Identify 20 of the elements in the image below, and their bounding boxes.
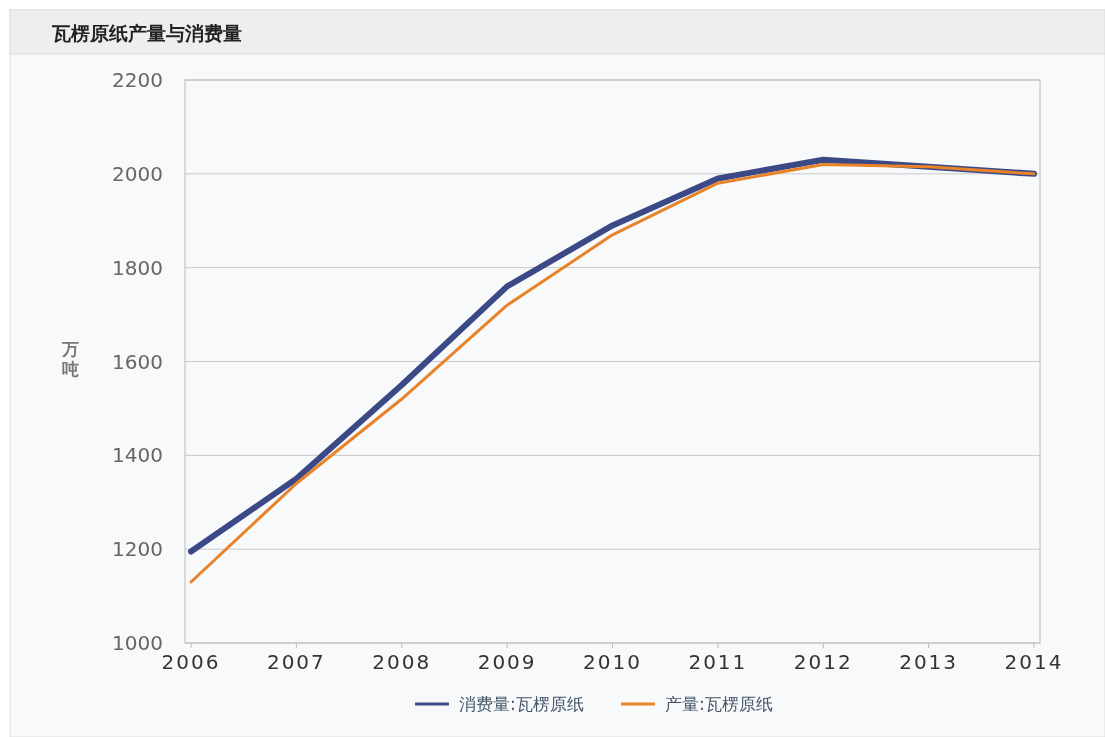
x-tick-label: 2008 bbox=[372, 650, 432, 674]
x-tick-label: 2007 bbox=[266, 650, 326, 674]
y-tick-label: 2000 bbox=[112, 161, 163, 186]
legend-label: 消费量:瓦楞原纸 bbox=[459, 694, 584, 714]
y-tick-label: 1600 bbox=[112, 349, 163, 374]
y-tick-label: 2200 bbox=[112, 68, 163, 92]
x-tick-label: 2014 bbox=[1004, 650, 1064, 674]
x-tick-label: 2011 bbox=[688, 650, 748, 674]
y-tick-label: 1800 bbox=[112, 255, 163, 280]
legend-label: 产量:瓦楞原纸 bbox=[665, 694, 773, 714]
x-tick-label: 2006 bbox=[161, 650, 221, 674]
x-tick-label: 2012 bbox=[793, 650, 853, 674]
y-axis-title: 万吨 bbox=[60, 339, 79, 379]
x-tick-label: 2010 bbox=[583, 650, 642, 674]
x-tick-label: 2013 bbox=[899, 650, 959, 674]
chart-title: 瓦楞原纸产量与消费量 bbox=[51, 22, 242, 44]
y-tick-label: 1400 bbox=[112, 443, 163, 468]
y-tick-label: 1000 bbox=[112, 631, 163, 655]
x-tick-label: 2009 bbox=[477, 650, 537, 674]
y-tick-label: 1200 bbox=[112, 537, 163, 562]
